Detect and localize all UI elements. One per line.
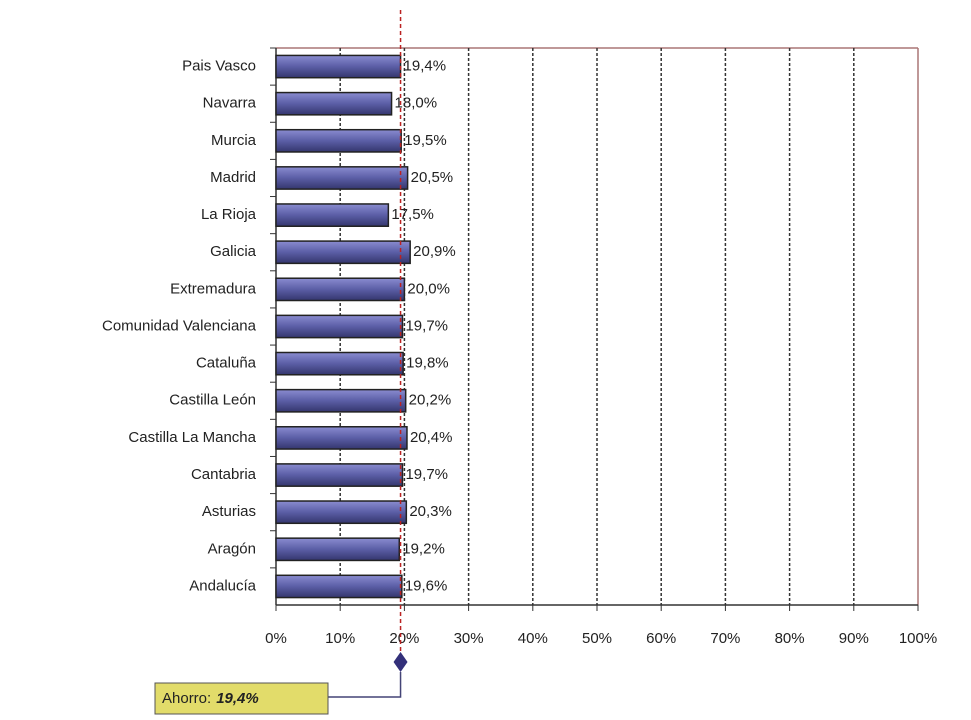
value-label: 20,9% xyxy=(413,243,456,260)
bar xyxy=(275,203,390,227)
value-label: 20,3% xyxy=(409,503,452,520)
value-label: 19,6% xyxy=(405,577,448,594)
bar xyxy=(275,426,408,450)
y-tick-label: Extremadura xyxy=(170,280,257,297)
bar xyxy=(275,463,404,487)
x-tick-label: 60% xyxy=(646,630,676,647)
value-label: 18,0% xyxy=(395,95,438,112)
y-tick-label: Navarra xyxy=(203,95,257,112)
y-tick-label: Castilla La Mancha xyxy=(128,429,256,446)
x-tick-label: 0% xyxy=(265,630,287,647)
x-tick-label: 20% xyxy=(389,630,419,647)
reference-marker xyxy=(393,652,408,672)
bar xyxy=(275,166,409,190)
value-label: 19,5% xyxy=(404,132,447,149)
y-tick-label: Cantabria xyxy=(191,466,257,483)
value-label: 20,5% xyxy=(411,169,454,186)
value-label: 19,7% xyxy=(405,466,448,483)
value-label: 19,2% xyxy=(402,540,445,557)
bar xyxy=(275,128,402,153)
x-tick-label: 100% xyxy=(899,630,937,647)
x-tick-label: 90% xyxy=(839,630,869,647)
y-tick-label: Aragón xyxy=(208,540,256,557)
value-label: 19,7% xyxy=(405,317,448,334)
y-tick-label: Comunidad Valenciana xyxy=(102,317,257,334)
y-tick-label: Andalucía xyxy=(189,577,256,594)
y-tick-label: Asturias xyxy=(202,503,256,520)
bar xyxy=(275,500,408,525)
bar xyxy=(275,314,404,339)
bar xyxy=(275,240,411,265)
y-tick-label: Murcia xyxy=(211,132,257,149)
y-tick-label: Madrid xyxy=(210,169,256,186)
annotation-value: 19,4% xyxy=(216,690,259,707)
value-label: 19,4% xyxy=(404,58,447,75)
bar xyxy=(275,54,402,79)
bar xyxy=(275,388,407,413)
annotation-label: Ahorro: xyxy=(162,690,211,707)
y-tick-label: Pais Vasco xyxy=(182,58,256,75)
value-label: 20,2% xyxy=(409,392,452,409)
value-label: 17,5% xyxy=(391,206,434,223)
x-tick-label: 40% xyxy=(518,630,548,647)
value-label: 20,0% xyxy=(407,280,450,297)
y-tick-label: Cataluña xyxy=(196,355,257,372)
bar xyxy=(275,277,406,302)
y-tick-label: Castilla León xyxy=(169,392,256,409)
x-tick-label: 50% xyxy=(582,630,612,647)
bar xyxy=(275,537,401,562)
x-tick-label: 30% xyxy=(454,630,484,647)
annotation-box xyxy=(154,682,329,715)
bar xyxy=(275,351,404,376)
x-tick-label: 70% xyxy=(710,630,740,647)
y-tick-label: Galicia xyxy=(210,243,257,260)
annotation-leader xyxy=(328,672,402,698)
x-tick-label: 10% xyxy=(325,630,355,647)
x-tick-label: 80% xyxy=(775,630,805,647)
bar xyxy=(275,574,403,599)
annotation-text: Ahorro: 19,4% xyxy=(162,690,259,707)
value-label: 19,8% xyxy=(406,355,449,372)
y-tick-label: La Rioja xyxy=(201,206,257,223)
value-label: 20,4% xyxy=(410,429,453,446)
bar xyxy=(275,91,393,116)
